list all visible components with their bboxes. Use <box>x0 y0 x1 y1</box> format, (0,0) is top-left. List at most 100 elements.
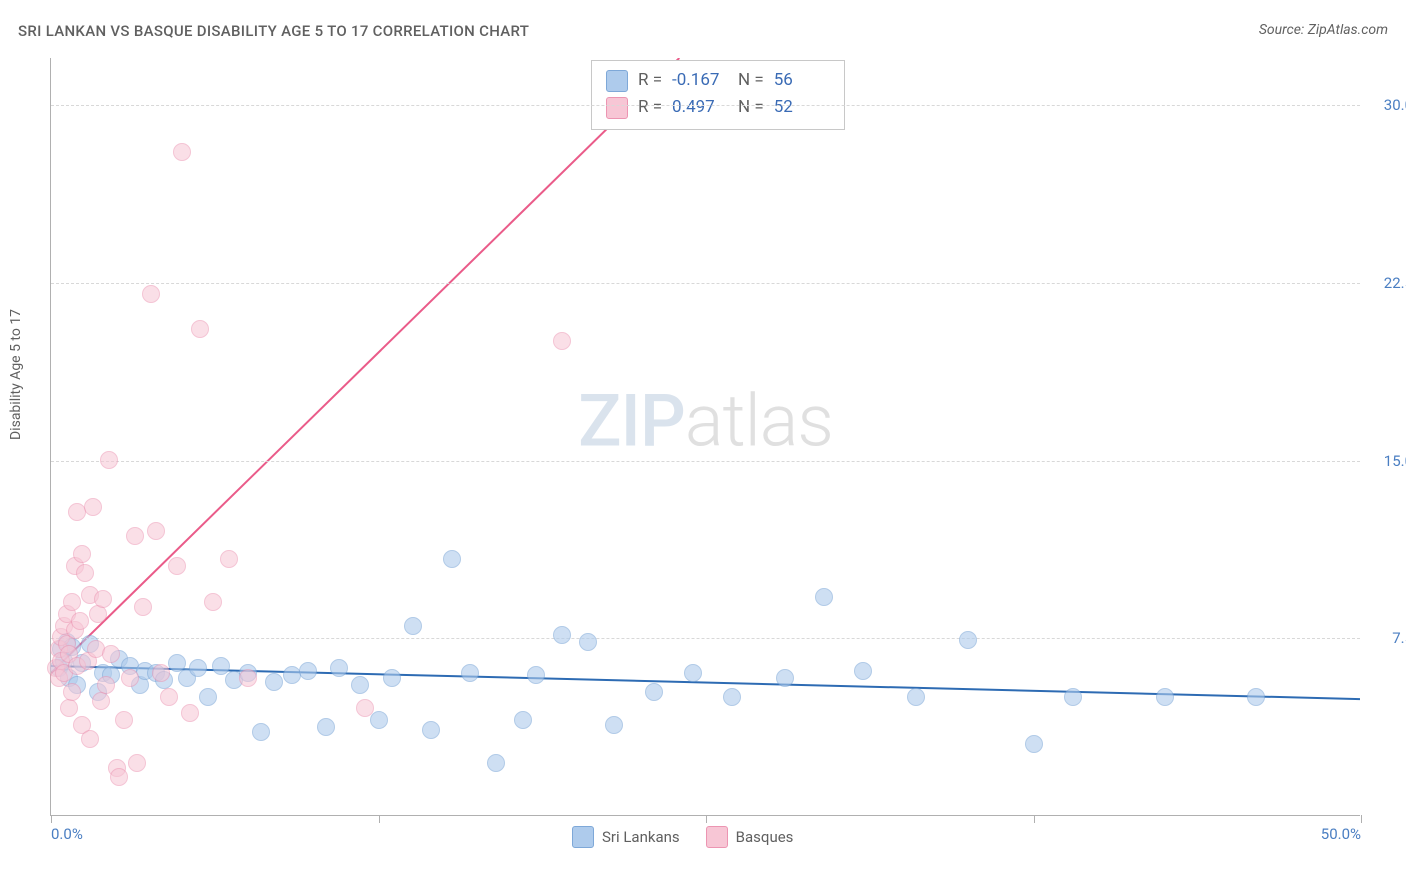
data-point-series2 <box>81 730 99 748</box>
data-point-series1 <box>351 676 369 694</box>
y-axis-label: Disability Age 5 to 17 <box>8 309 24 440</box>
data-point-series2 <box>191 320 209 338</box>
data-point-series2 <box>84 498 102 516</box>
data-point-series2 <box>147 522 165 540</box>
legend-item-1: Sri Lankans <box>572 826 680 848</box>
data-point-series2 <box>152 664 170 682</box>
data-point-series1 <box>723 688 741 706</box>
series1-swatch-icon <box>606 70 628 92</box>
data-point-series1 <box>252 723 270 741</box>
stats-row-1: R = -0.167 N = 56 <box>606 67 830 94</box>
data-point-series1 <box>514 711 532 729</box>
gridline <box>51 461 1360 462</box>
data-point-series1 <box>854 662 872 680</box>
gridline <box>51 283 1360 284</box>
gridline <box>51 638 1360 639</box>
data-point-series2 <box>63 593 81 611</box>
plot-area: ZIPatlas R = -0.167 N = 56 R = 0.497 N =… <box>50 58 1360 816</box>
data-point-series1 <box>645 683 663 701</box>
data-point-series1 <box>959 631 977 649</box>
data-point-series2 <box>204 593 222 611</box>
data-point-series1 <box>317 718 335 736</box>
watermark-right: atlas <box>685 379 833 464</box>
data-point-series1 <box>1025 735 1043 753</box>
xtick <box>51 815 52 823</box>
r-value-1: -0.167 <box>672 67 728 94</box>
data-point-series2 <box>128 754 146 772</box>
data-point-series2 <box>63 683 81 701</box>
n-value-1: 56 <box>774 67 830 94</box>
ytick-label: 22.5% <box>1384 274 1406 292</box>
n-label-1: N = <box>738 67 764 94</box>
legend-label-1: Sri Lankans <box>602 828 680 846</box>
data-point-series1 <box>1247 688 1265 706</box>
ytick-label: 7.5% <box>1392 629 1406 647</box>
data-point-series2 <box>60 699 78 717</box>
data-point-series2 <box>71 612 89 630</box>
data-point-series1 <box>330 659 348 677</box>
r-label-2: R = <box>638 94 662 121</box>
data-point-series1 <box>1064 688 1082 706</box>
data-point-series2 <box>134 598 152 616</box>
data-point-series2 <box>100 451 118 469</box>
legend-item-2: Basques <box>706 826 794 848</box>
data-point-series1 <box>189 659 207 677</box>
data-point-series1 <box>527 666 545 684</box>
n-label-2: N = <box>738 94 764 121</box>
data-point-series2 <box>173 143 191 161</box>
data-point-series1 <box>1156 688 1174 706</box>
data-point-series1 <box>907 688 925 706</box>
data-point-series1 <box>776 669 794 687</box>
legend-label-2: Basques <box>736 828 794 846</box>
chart-title: SRI LANKAN VS BASQUE DISABILITY AGE 5 TO… <box>18 22 529 40</box>
r-label-1: R = <box>638 67 662 94</box>
data-point-series2 <box>102 645 120 663</box>
data-point-series2 <box>92 692 110 710</box>
data-point-series2 <box>181 704 199 722</box>
data-point-series1 <box>443 550 461 568</box>
data-point-series1 <box>605 716 623 734</box>
data-point-series2 <box>142 285 160 303</box>
data-point-series2 <box>553 332 571 350</box>
xtick <box>706 815 707 823</box>
data-point-series2 <box>97 676 115 694</box>
watermark-left: ZIP <box>578 379 685 464</box>
data-point-series2 <box>121 669 139 687</box>
data-point-series2 <box>126 527 144 545</box>
data-point-series2 <box>220 550 238 568</box>
xtick-label: 0.0% <box>51 825 83 843</box>
data-point-series1 <box>212 657 230 675</box>
ytick-label: 30.0% <box>1384 96 1406 114</box>
data-point-series1 <box>299 662 317 680</box>
data-point-series1 <box>383 669 401 687</box>
data-point-series2 <box>160 688 178 706</box>
data-point-series1 <box>265 673 283 691</box>
data-point-series1 <box>422 721 440 739</box>
xtick <box>1361 815 1362 823</box>
chart-container: SRI LANKAN VS BASQUE DISABILITY AGE 5 TO… <box>0 0 1406 892</box>
data-point-series2 <box>239 669 257 687</box>
data-point-series2 <box>76 564 94 582</box>
data-point-series1 <box>461 664 479 682</box>
data-point-series2 <box>94 590 112 608</box>
data-point-series1 <box>404 617 422 635</box>
data-point-series2 <box>110 768 128 786</box>
source-attribution: Source: ZipAtlas.com <box>1259 22 1388 38</box>
data-point-series1 <box>553 626 571 644</box>
data-point-series1 <box>815 588 833 606</box>
data-point-series2 <box>73 545 91 563</box>
stats-box: R = -0.167 N = 56 R = 0.497 N = 52 <box>591 60 845 130</box>
xtick <box>379 815 380 823</box>
n-value-2: 52 <box>774 94 830 121</box>
xtick-label: 50.0% <box>1321 825 1361 843</box>
data-point-series1 <box>684 664 702 682</box>
r-value-2: 0.497 <box>672 94 728 121</box>
data-point-series1 <box>487 754 505 772</box>
xtick <box>1034 815 1035 823</box>
data-point-series2 <box>356 699 374 717</box>
legend-swatch-1-icon <box>572 826 594 848</box>
ytick-label: 15.0% <box>1384 452 1406 470</box>
data-point-series2 <box>115 711 133 729</box>
data-point-series1 <box>579 633 597 651</box>
series2-swatch-icon <box>606 97 628 119</box>
